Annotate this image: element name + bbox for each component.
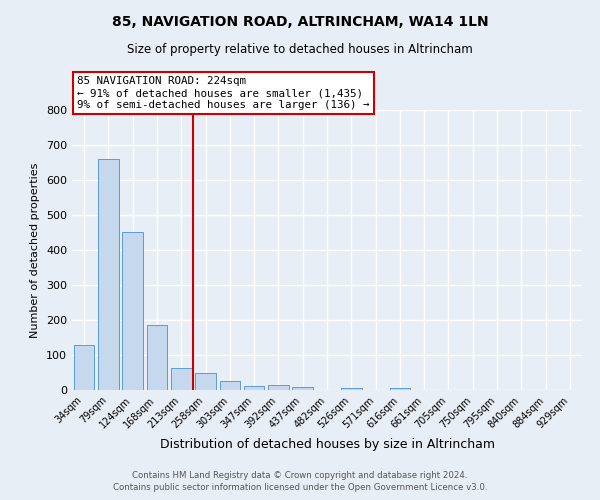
Y-axis label: Number of detached properties: Number of detached properties bbox=[31, 162, 40, 338]
Bar bbox=[98, 159, 119, 390]
Bar bbox=[268, 385, 289, 390]
Bar bbox=[195, 372, 216, 390]
Text: Contains HM Land Registry data © Crown copyright and database right 2024.: Contains HM Land Registry data © Crown c… bbox=[132, 471, 468, 480]
Bar bbox=[292, 386, 313, 390]
Bar bbox=[244, 386, 265, 390]
Bar bbox=[389, 388, 410, 390]
Bar bbox=[122, 232, 143, 390]
Bar bbox=[146, 325, 167, 390]
Text: Contains public sector information licensed under the Open Government Licence v3: Contains public sector information licen… bbox=[113, 484, 487, 492]
Bar bbox=[341, 388, 362, 390]
Text: 85, NAVIGATION ROAD, ALTRINCHAM, WA14 1LN: 85, NAVIGATION ROAD, ALTRINCHAM, WA14 1L… bbox=[112, 15, 488, 29]
Text: Size of property relative to detached houses in Altrincham: Size of property relative to detached ho… bbox=[127, 42, 473, 56]
Bar bbox=[220, 380, 240, 390]
X-axis label: Distribution of detached houses by size in Altrincham: Distribution of detached houses by size … bbox=[160, 438, 494, 451]
Bar bbox=[171, 368, 191, 390]
Text: 85 NAVIGATION ROAD: 224sqm
← 91% of detached houses are smaller (1,435)
9% of se: 85 NAVIGATION ROAD: 224sqm ← 91% of deta… bbox=[77, 76, 370, 110]
Bar bbox=[74, 344, 94, 390]
